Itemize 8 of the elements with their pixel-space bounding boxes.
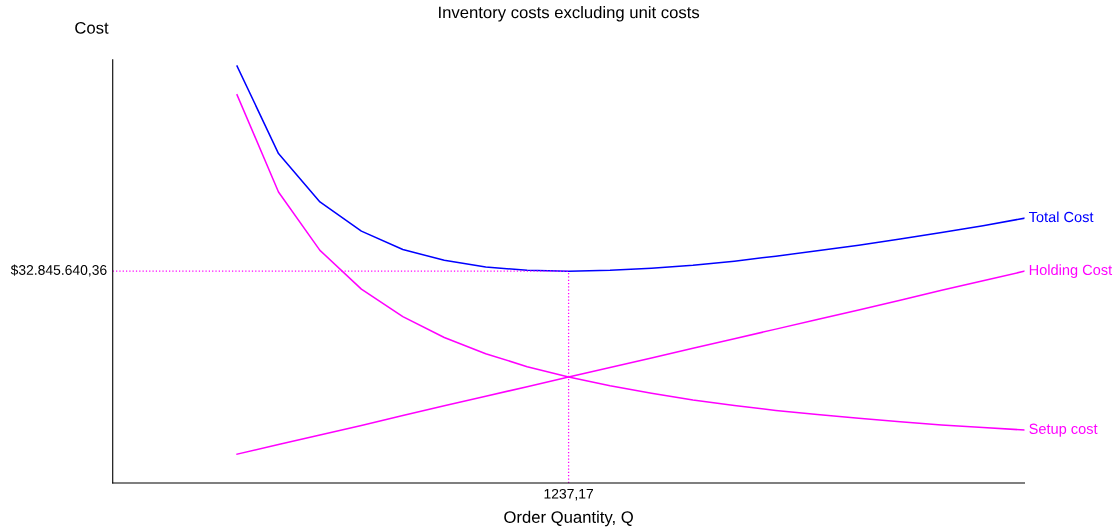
series-label: Setup cost (1029, 423, 1098, 437)
series-label: Total Cost (1028, 211, 1094, 223)
series-label: Holding Cost (1029, 264, 1113, 278)
text: 1237,17 (544, 488, 594, 501)
x-axis-title: Order Quantity, Q (504, 510, 633, 527)
y-axis-title: Cost (75, 21, 109, 34)
chart-title: Inventory costs excluding unit costs (439, 6, 700, 22)
text: $32.845.640,36 (10, 264, 107, 277)
